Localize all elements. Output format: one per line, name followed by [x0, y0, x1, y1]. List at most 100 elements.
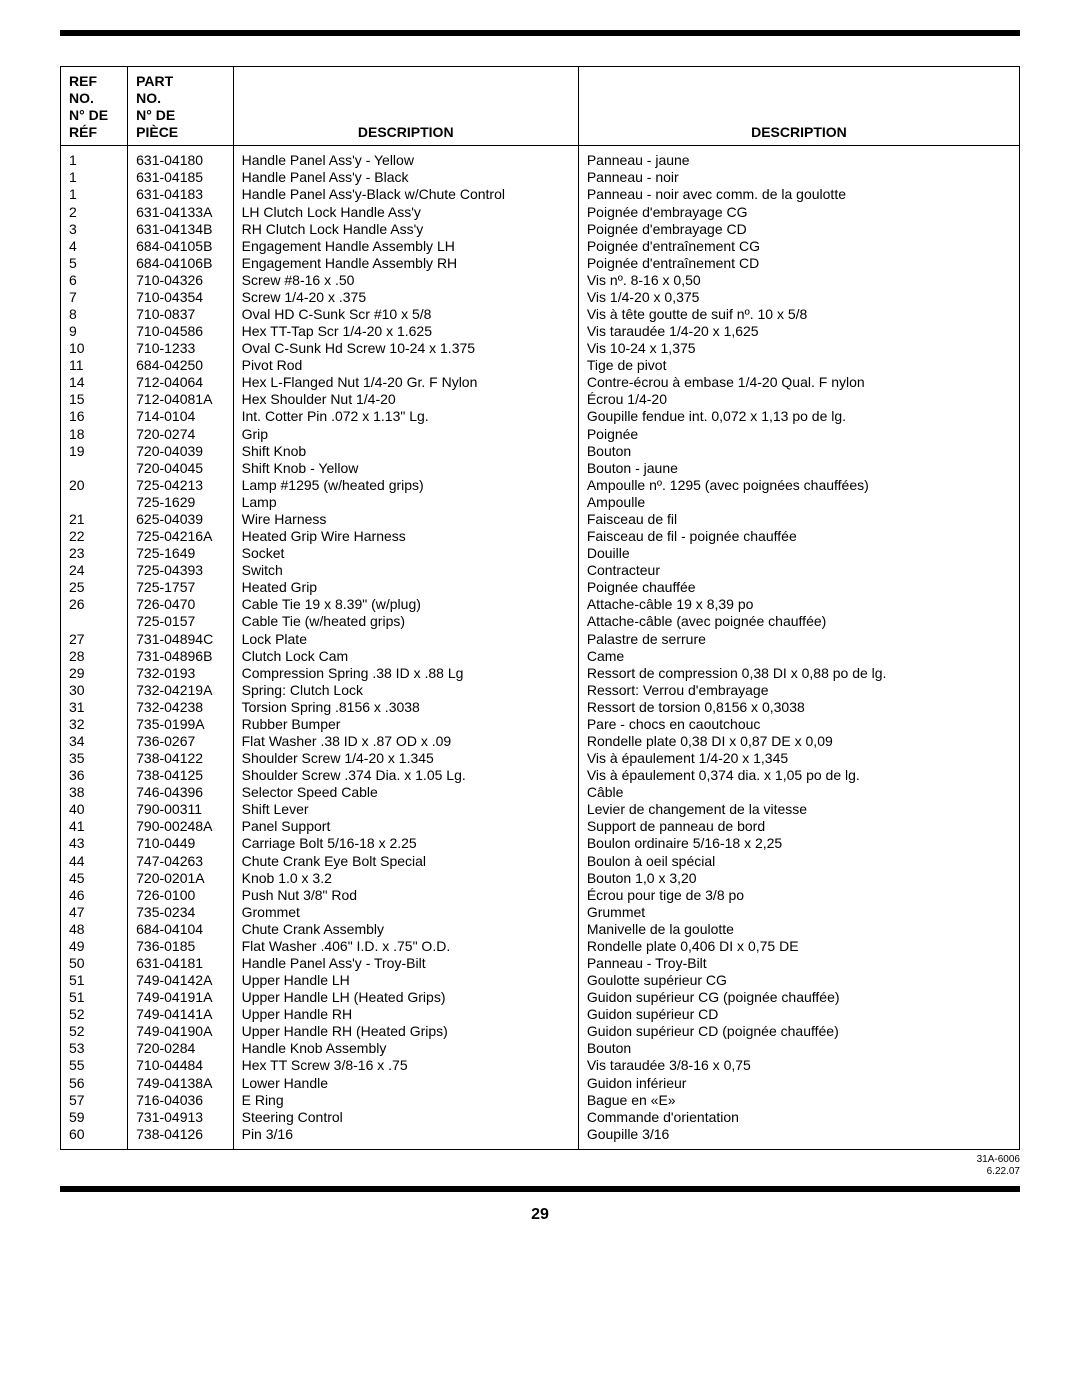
cell-desc-en: LH Clutch Lock Handle Ass'y	[233, 204, 578, 221]
cell-desc-en: Carriage Bolt 5/16-18 x 2.25	[233, 835, 578, 852]
table-row: 51749-04142AUpper Handle LHGoulotte supé…	[61, 972, 1020, 989]
cell-ref: 41	[61, 818, 128, 835]
cell-desc-fr: Bouton 1,0 x 3,20	[578, 870, 1019, 887]
cell-desc-fr: Poignée	[578, 426, 1019, 443]
cell-ref: 34	[61, 733, 128, 750]
cell-ref: 22	[61, 528, 128, 545]
table-row: 8710-0837Oval HD C-Sunk Scr #10 x 5/8Vis…	[61, 306, 1020, 323]
cell-desc-fr: Ressort: Verrou d'embrayage	[578, 682, 1019, 699]
cell-ref: 53	[61, 1040, 128, 1057]
cell-ref: 4	[61, 238, 128, 255]
cell-ref: 32	[61, 716, 128, 733]
cell-desc-fr: Pare - chocs en caoutchouc	[578, 716, 1019, 733]
header-desc-en: DESCRIPTION	[233, 67, 578, 146]
cell-desc-en: Panel Support	[233, 818, 578, 835]
table-row: 52749-04190AUpper Handle RH (Heated Grip…	[61, 1023, 1020, 1040]
cell-part: 710-04586	[128, 323, 233, 340]
cell-part: 735-0234	[128, 904, 233, 921]
cell-part: 684-04104	[128, 921, 233, 938]
cell-part: 749-04142A	[128, 972, 233, 989]
cell-desc-en: RH Clutch Lock Handle Ass'y	[233, 221, 578, 238]
cell-desc-fr: Câble	[578, 784, 1019, 801]
cell-desc-fr: Rondelle plate 0,38 DI x 0,87 DE x 0,09	[578, 733, 1019, 750]
cell-desc-en: Grommet	[233, 904, 578, 921]
cell-desc-fr: Douille	[578, 545, 1019, 562]
table-row: 46726-0100Push Nut 3/8" RodÉcrou pour ti…	[61, 887, 1020, 904]
table-row: 10710-1233Oval C-Sunk Hd Screw 10-24 x 1…	[61, 340, 1020, 357]
cell-desc-en: E Ring	[233, 1092, 578, 1109]
table-row: 6710-04326Screw #8-16 x .50Vis nº. 8-16 …	[61, 272, 1020, 289]
table-row: 30732-04219ASpring: Clutch LockRessort: …	[61, 682, 1020, 699]
cell-desc-fr: Guidon supérieur CD (poignée chauffée)	[578, 1023, 1019, 1040]
cell-desc-en: Cable Tie (w/heated grips)	[233, 613, 578, 630]
table-row: 43710-0449Carriage Bolt 5/16-18 x 2.25Bo…	[61, 835, 1020, 852]
cell-desc-en: Heated Grip Wire Harness	[233, 528, 578, 545]
cell-ref: 44	[61, 853, 128, 870]
cell-desc-en: Spring: Clutch Lock	[233, 682, 578, 699]
cell-ref	[61, 460, 128, 477]
cell-desc-en: Handle Knob Assembly	[233, 1040, 578, 1057]
cell-ref: 2	[61, 204, 128, 221]
cell-part: 712-04081A	[128, 391, 233, 408]
table-row: 40790-00311Shift LeverLevier de changeme…	[61, 801, 1020, 818]
table-row: 27731-04894CLock PlatePalastre de serrur…	[61, 631, 1020, 648]
doc-number: 31A-6006	[977, 1154, 1020, 1165]
cell-part: 726-0470	[128, 596, 233, 613]
cell-desc-fr: Came	[578, 648, 1019, 665]
cell-desc-en: Selector Speed Cable	[233, 784, 578, 801]
cell-desc-fr: Commande d'orientation	[578, 1109, 1019, 1126]
cell-ref: 60	[61, 1126, 128, 1150]
table-row: 18720-0274GripPoignée	[61, 426, 1020, 443]
cell-ref: 46	[61, 887, 128, 904]
cell-ref: 16	[61, 408, 128, 425]
table-row: 15712-04081AHex Shoulder Nut 1/4-20Écrou…	[61, 391, 1020, 408]
cell-part: 710-04326	[128, 272, 233, 289]
cell-desc-en: Upper Handle RH (Heated Grips)	[233, 1023, 578, 1040]
cell-desc-en: Cable Tie 19 x 8.39" (w/plug)	[233, 596, 578, 613]
cell-part: 749-04190A	[128, 1023, 233, 1040]
table-row: 720-04045Shift Knob - YellowBouton - jau…	[61, 460, 1020, 477]
cell-desc-fr: Levier de changement de la vitesse	[578, 801, 1019, 818]
cell-desc-fr: Vis à épaulement 0,374 dia. x 1,05 po de…	[578, 767, 1019, 784]
table-row: 53720-0284Handle Knob AssemblyBouton	[61, 1040, 1020, 1057]
cell-desc-fr: Attache-câble (avec poignée chauffée)	[578, 613, 1019, 630]
cell-ref: 7	[61, 289, 128, 306]
cell-part: 625-04039	[128, 511, 233, 528]
page-number: 29	[60, 1206, 1020, 1224]
cell-ref: 14	[61, 374, 128, 391]
cell-ref: 28	[61, 648, 128, 665]
cell-desc-en: Hex TT-Tap Scr 1/4-20 x 1.625	[233, 323, 578, 340]
cell-desc-en: Oval C-Sunk Hd Screw 10-24 x 1.375	[233, 340, 578, 357]
cell-ref: 1	[61, 146, 128, 170]
cell-desc-fr: Rondelle plate 0,406 DI x 0,75 DE	[578, 938, 1019, 955]
table-row: 725-0157Cable Tie (w/heated grips)Attach…	[61, 613, 1020, 630]
cell-desc-en: Chute Crank Eye Bolt Special	[233, 853, 578, 870]
table-row: 57716-04036E RingBague en «E»	[61, 1092, 1020, 1109]
cell-ref: 49	[61, 938, 128, 955]
cell-part: 732-0193	[128, 665, 233, 682]
table-row: 14712-04064Hex L-Flanged Nut 1/4-20 Gr. …	[61, 374, 1020, 391]
cell-part: 631-04134B	[128, 221, 233, 238]
cell-part: 720-04039	[128, 443, 233, 460]
cell-part: 684-04250	[128, 357, 233, 374]
cell-part: 720-0201A	[128, 870, 233, 887]
cell-ref: 30	[61, 682, 128, 699]
cell-part: 735-0199A	[128, 716, 233, 733]
cell-desc-fr: Vis à épaulement 1/4-20 x 1,345	[578, 750, 1019, 767]
table-row: 44747-04263Chute Crank Eye Bolt SpecialB…	[61, 853, 1020, 870]
cell-part: 725-0157	[128, 613, 233, 630]
cell-desc-fr: Manivelle de la goulotte	[578, 921, 1019, 938]
cell-desc-fr: Écrou pour tige de 3/8 po	[578, 887, 1019, 904]
cell-part: 736-0267	[128, 733, 233, 750]
cell-ref: 21	[61, 511, 128, 528]
cell-desc-fr: Vis 10-24 x 1,375	[578, 340, 1019, 357]
cell-desc-fr: Panneau - jaune	[578, 146, 1019, 170]
cell-ref: 52	[61, 1006, 128, 1023]
cell-part: 738-04126	[128, 1126, 233, 1150]
cell-desc-en: Engagement Handle Assembly RH	[233, 255, 578, 272]
cell-desc-fr: Poignée chauffée	[578, 579, 1019, 596]
header-ref: REF NO. N° DE RÉF	[61, 67, 128, 146]
cell-desc-fr: Poignée d'entraînement CG	[578, 238, 1019, 255]
cell-desc-en: Flat Washer .406" I.D. x .75" O.D.	[233, 938, 578, 955]
cell-part: 710-04354	[128, 289, 233, 306]
